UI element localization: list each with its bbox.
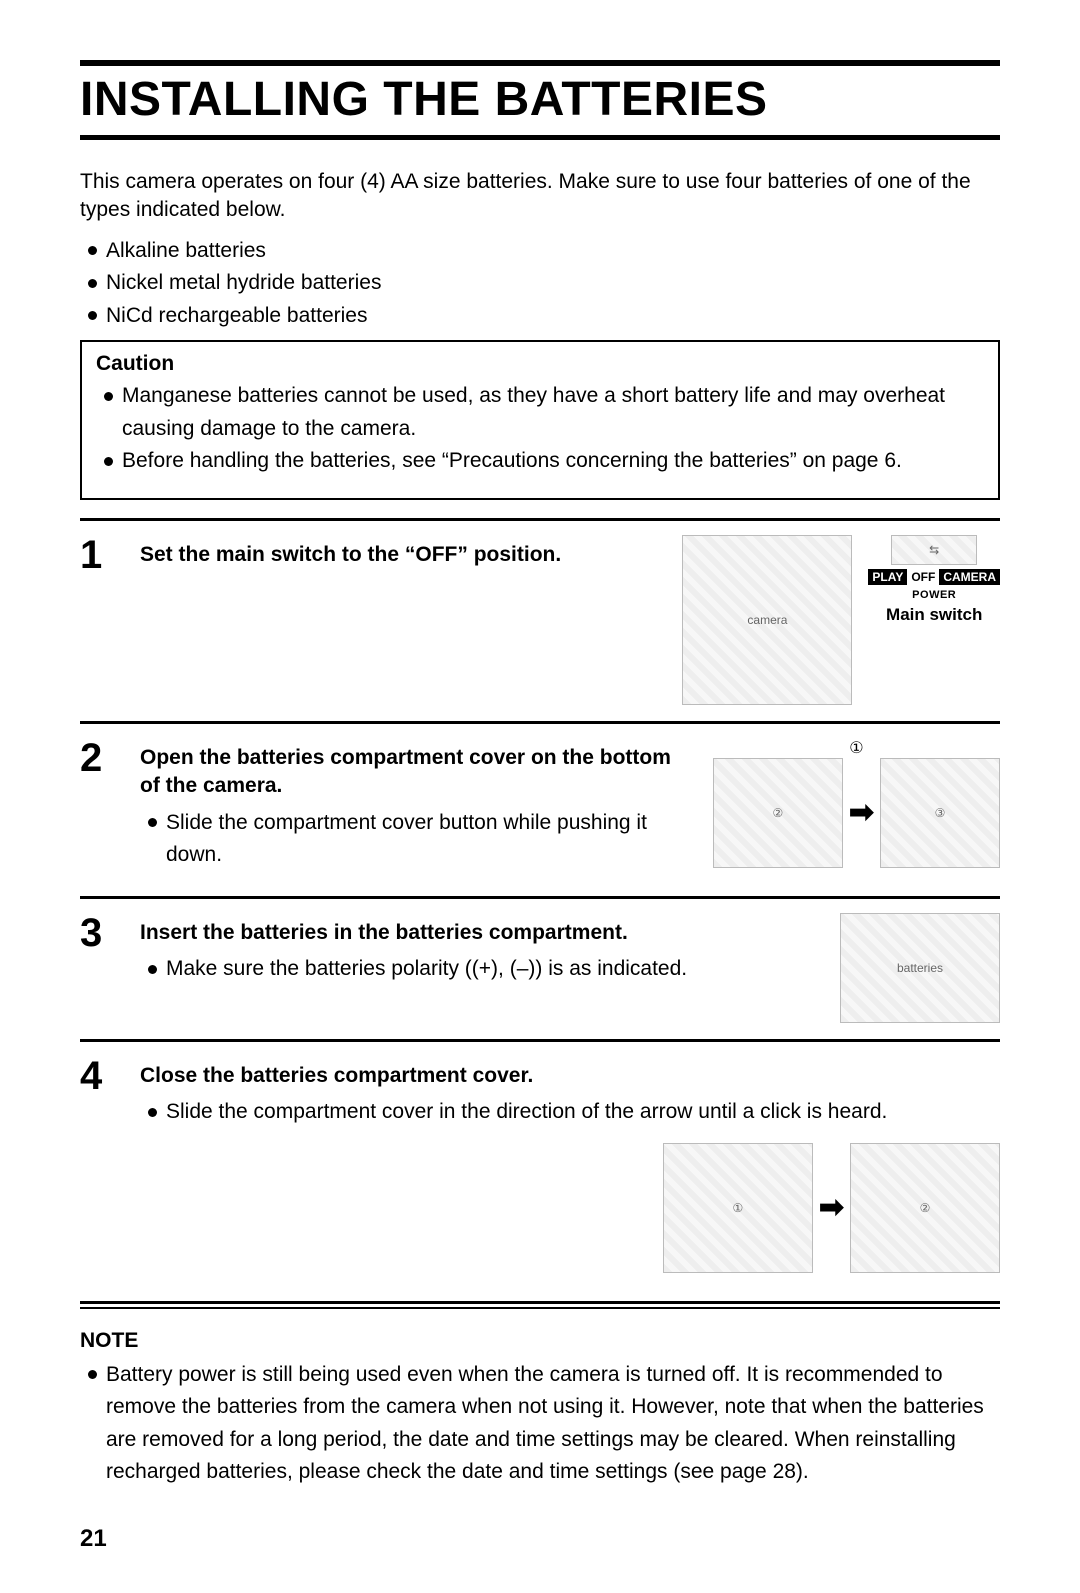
step-1: 1 Set the main switch to the “OFF” posit… [80,518,1000,721]
list-item: NiCd rechargeable batteries [88,300,1000,333]
callout-2: ② [772,806,783,820]
note-list: Battery power is still being used even w… [80,1359,1000,1489]
step-number: 1 [80,535,124,705]
step-4: 4 Close the batteries compartment cover.… [80,1039,1000,1283]
caution-heading: Caution [96,352,984,376]
title-rule-box: INSTALLING THE BATTERIES [80,60,1000,140]
off-label: OFF [911,570,935,584]
step-2: 2 Open the batteries compartment cover o… [80,721,1000,896]
step-title: Set the main switch to the “OFF” positio… [140,541,662,569]
list-item: Battery power is still being used even w… [88,1359,1000,1489]
step-3-figure: batteries [840,913,1000,1023]
callout-1: ① [732,1201,743,1215]
callout-3: ③ [935,806,946,820]
arrow-right-icon: ➡ [819,1190,844,1225]
insert-batteries-illustration: batteries [840,913,1000,1023]
step-number: 4 [80,1056,124,1273]
note-section: NOTE Battery power is still being used e… [80,1329,1000,1489]
page-number: 21 [80,1525,1000,1553]
camera-illustration: camera [682,535,852,705]
compartment-open-right-illustration: ③ [880,758,1000,868]
steps-container: 1 Set the main switch to the “OFF” posit… [80,518,1000,1283]
step-3: 3 Insert the batteries in the batteries … [80,896,1000,1039]
close-cover-left-illustration: ① [663,1143,813,1273]
camera-label: CAMERA [939,569,1000,585]
main-switch-diagram: ⇆ PLAY OFF CAMERA POWER Main switch [868,535,1000,625]
main-switch-caption: Main switch [886,605,982,625]
step-4-figure: ① ➡ ② [140,1143,1000,1273]
step-title: Insert the batteries in the batteries co… [140,919,820,947]
list-item: Manganese batteries cannot be used, as t… [104,380,984,445]
list-item: Before handling the batteries, see “Prec… [104,445,984,478]
power-label: POWER [912,589,956,601]
arrow-right-icon: ➡ [849,795,874,830]
list-item: Slide the compartment cover in the direc… [148,1096,1000,1129]
compartment-open-left-illustration: ② [713,758,843,868]
caution-box: Caution Manganese batteries cannot be us… [80,340,1000,500]
note-heading: NOTE [80,1329,1000,1353]
list-item: Alkaline batteries [88,235,1000,268]
list-item: Make sure the batteries polarity ((+), (… [148,953,820,986]
step-title: Close the batteries compartment cover. [140,1062,1000,1090]
callout-1: ① [849,738,863,758]
switch-icon: ⇆ [891,535,977,565]
step-sub-list: Make sure the batteries polarity ((+), (… [140,953,820,986]
step-number: 3 [80,913,124,1023]
close-cover-right-illustration: ② [850,1143,1000,1273]
list-item: Nickel metal hydride batteries [88,267,1000,300]
step-number: 2 [80,738,124,880]
step-sub-list: Slide the compartment cover in the direc… [140,1096,1000,1129]
caution-list: Manganese batteries cannot be used, as t… [96,380,984,478]
page-title: INSTALLING THE BATTERIES [80,72,1000,127]
step-sub-list: Slide the compartment cover button while… [140,807,693,872]
play-label: PLAY [868,569,907,585]
step-2-figure: ① ② ➡ ③ [713,738,1000,880]
section-divider-double [80,1301,1000,1309]
callout-2: ② [920,1201,931,1215]
switch-labels: PLAY OFF CAMERA [868,569,1000,585]
battery-type-list: Alkaline batteries Nickel metal hydride … [80,235,1000,333]
list-item: Slide the compartment cover button while… [148,807,693,872]
intro-text: This camera operates on four (4) AA size… [80,168,1000,225]
step-1-figure: camera ⇆ PLAY OFF CAMERA POWER Main swit… [682,535,1000,705]
step-title: Open the batteries compartment cover on … [140,744,693,801]
